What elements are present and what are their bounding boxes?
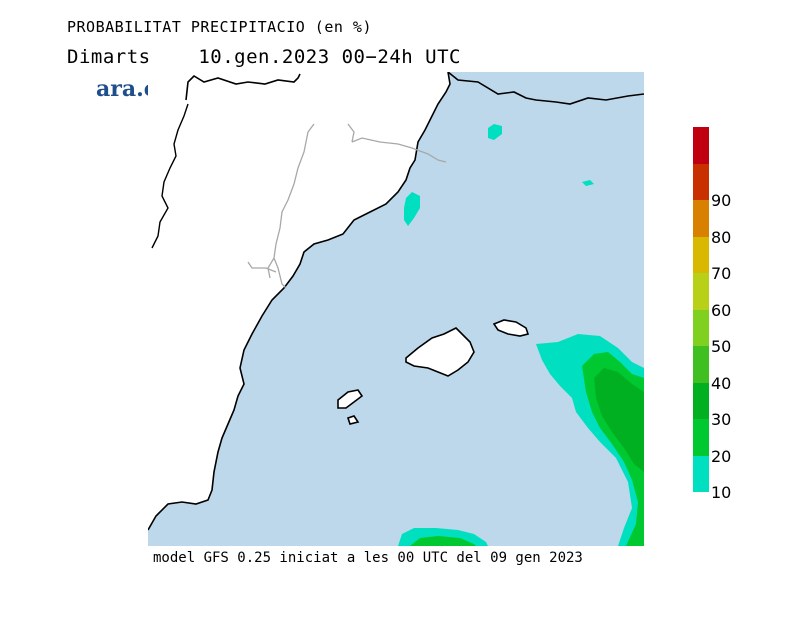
chart-title: PROBABILITAT PRECIPITACIO (en %) — [67, 18, 372, 36]
legend-swatch — [693, 236, 709, 273]
precip-20-area-south — [410, 536, 476, 546]
precip-10-area-coast — [404, 192, 420, 226]
legend-label: 20 — [711, 446, 732, 466]
legend-swatch — [693, 346, 709, 383]
legend-swatch — [693, 273, 709, 310]
legend-label: 70 — [711, 264, 732, 283]
coastline — [148, 72, 644, 531]
regional-border — [247, 123, 447, 289]
legend-label: 40 — [711, 373, 732, 393]
precip-10-area-east — [582, 180, 594, 186]
legend-label: 90 — [711, 191, 732, 210]
legend-label: 30 — [711, 410, 732, 429]
date-line: Dimarts 10.gen.2023 00−24h UTC — [67, 46, 461, 68]
legend-swatch — [693, 127, 709, 164]
legend-label: 60 — [711, 300, 732, 320]
model-info: model GFS 0.25 iniciat a les 00 UTC del … — [153, 550, 583, 566]
precip-10-area-north — [488, 124, 502, 140]
menorca-island — [492, 319, 530, 337]
legend-label: 50 — [711, 337, 732, 356]
legend-label: 10 — [711, 483, 732, 502]
precip-30-area-southeast — [594, 368, 644, 472]
formentera-island — [346, 415, 360, 425]
legend-swatch — [693, 419, 709, 456]
legend-label: 80 — [711, 227, 732, 247]
land-area — [148, 72, 450, 530]
legend-swatch — [693, 200, 709, 237]
legend-swatch — [693, 163, 709, 200]
mallorca-island — [405, 327, 475, 377]
inland-border-west — [151, 103, 189, 249]
legend-swatch — [693, 382, 709, 419]
ibiza-island — [337, 389, 364, 409]
legend-swatch — [693, 309, 709, 346]
legend-swatch — [693, 455, 709, 492]
precipitation-map — [148, 72, 644, 546]
